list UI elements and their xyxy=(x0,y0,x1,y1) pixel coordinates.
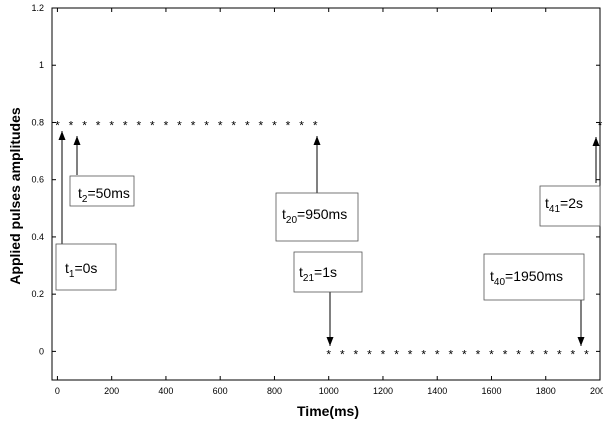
data-point: * xyxy=(82,118,87,132)
annotation: t1=0s xyxy=(55,131,117,291)
arrow-head xyxy=(592,137,600,146)
y-tick-label: 0.4 xyxy=(31,232,44,242)
x-tick-label: 1800 xyxy=(536,386,556,396)
data-point: * xyxy=(218,118,223,132)
arrow-head xyxy=(577,337,585,346)
data-point: * xyxy=(245,118,250,132)
annotation: t20=950ms xyxy=(275,136,359,242)
data-point: * xyxy=(435,347,440,361)
y-tick-label: 1.2 xyxy=(31,3,44,13)
arrow-head xyxy=(58,131,66,140)
data-point: * xyxy=(136,118,141,132)
data-point: * xyxy=(530,347,535,361)
data-point: * xyxy=(543,347,548,361)
annotation-box xyxy=(293,251,363,293)
data-point: * xyxy=(164,118,169,132)
data-point: * xyxy=(150,118,155,132)
annotation-label: t2=50ms xyxy=(78,185,130,205)
data-point: * xyxy=(191,118,196,132)
y-axis-label: Applied pulses amplitudes xyxy=(7,107,23,285)
x-tick-label: 1400 xyxy=(427,386,447,396)
arrow-head xyxy=(73,136,81,145)
annotation-label: t21=1s xyxy=(299,264,337,284)
data-point: * xyxy=(408,347,413,361)
annotation-box xyxy=(69,175,135,207)
x-tick-label: 400 xyxy=(158,386,173,396)
arrow-head xyxy=(326,337,334,346)
data-point: * xyxy=(584,347,589,361)
data-point: * xyxy=(55,118,60,132)
y-tick-label: 0.6 xyxy=(31,175,44,185)
annotation-label: t1=0s xyxy=(65,260,97,280)
annotations: t1=0s t2=50ms t20=950ms t21=1s t40=1950ms t41… xyxy=(55,131,601,346)
data-point: * xyxy=(421,347,426,361)
y-tick-label: 1 xyxy=(39,60,44,70)
x-tick-label: 800 xyxy=(267,386,282,396)
annotation-box xyxy=(539,185,601,227)
x-tick-label: 1000 xyxy=(319,386,339,396)
arrow-head xyxy=(313,136,321,145)
data-point: * xyxy=(326,347,331,361)
y-tick-label: 0.8 xyxy=(31,117,44,127)
annotation: t40=1950ms xyxy=(483,253,585,346)
data-point: * xyxy=(286,118,291,132)
annotation: t41=2s xyxy=(539,137,601,227)
data-point: * xyxy=(394,347,399,361)
data-point: * xyxy=(313,118,318,132)
data-point: * xyxy=(367,347,372,361)
y-ticks: 0 0.2 0.4 0.6 0.8 1 1.2 xyxy=(31,3,600,356)
annotation-label: t20=950ms xyxy=(282,206,347,226)
annotation: t21=1s xyxy=(293,251,363,346)
data-point: * xyxy=(272,118,277,132)
data-point: * xyxy=(476,347,481,361)
data-point: * xyxy=(448,347,453,361)
annotation-box xyxy=(55,243,117,291)
data-point: * xyxy=(123,118,128,132)
data-point: * xyxy=(381,347,386,361)
annotation-label: t41=2s xyxy=(545,195,583,215)
data-point: * xyxy=(354,347,359,361)
data-point: * xyxy=(571,347,576,361)
data-point: * xyxy=(109,118,114,132)
y-tick-label: 0 xyxy=(39,346,44,356)
annotation-label: t40=1950ms xyxy=(490,268,563,288)
data-point: * xyxy=(462,347,467,361)
x-tick-label: 0 xyxy=(55,386,60,396)
data-point: * xyxy=(96,118,101,132)
annotation-box xyxy=(483,253,585,301)
data-point: * xyxy=(299,118,304,132)
x-tick-label: 1600 xyxy=(481,386,501,396)
annotation-box xyxy=(275,192,359,242)
x-tick-label: 1200 xyxy=(373,386,393,396)
x-tick-label: 600 xyxy=(213,386,228,396)
data-point: * xyxy=(259,118,264,132)
x-axis-label: Time(ms) xyxy=(297,403,359,419)
data-point: * xyxy=(340,347,345,361)
data-point: * xyxy=(489,347,494,361)
data-point: * xyxy=(598,118,603,132)
data-point: * xyxy=(231,118,236,132)
x-tick-label: 200 xyxy=(104,386,119,396)
annotation: t2=50ms xyxy=(69,136,135,207)
data-point: * xyxy=(177,118,182,132)
data-markers: * * * * * * * * * * * * * * * * * * * * * * * * * * * * * * * * * * * * * * * *… xyxy=(55,118,603,361)
data-point: * xyxy=(503,347,508,361)
data-point: * xyxy=(516,347,521,361)
y-tick-label: 0.2 xyxy=(31,289,44,299)
data-point: * xyxy=(557,347,562,361)
data-point: * xyxy=(69,118,74,132)
data-point: * xyxy=(204,118,209,132)
